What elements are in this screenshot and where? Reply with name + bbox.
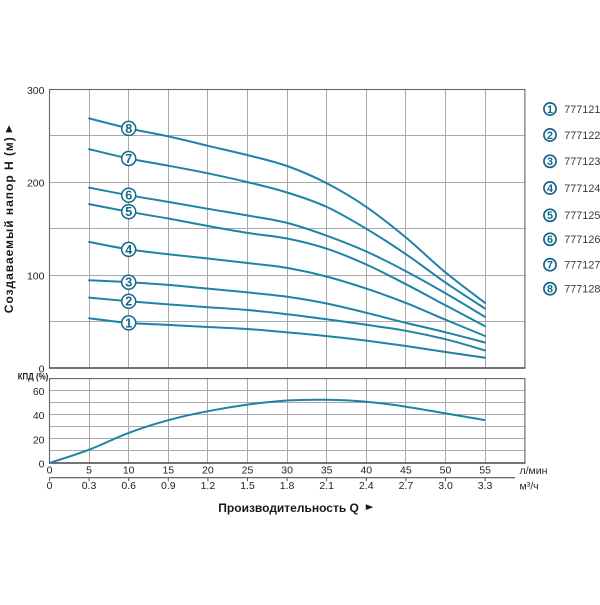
svg-text:6: 6 <box>547 234 553 246</box>
svg-text:100: 100 <box>27 271 45 283</box>
svg-text:777128: 777128 <box>564 284 600 296</box>
svg-text:2.1: 2.1 <box>319 480 334 492</box>
svg-text:8: 8 <box>547 284 553 296</box>
svg-text:0.6: 0.6 <box>121 480 136 492</box>
svg-text:0: 0 <box>47 464 53 476</box>
svg-text:35: 35 <box>321 464 333 476</box>
svg-text:5: 5 <box>86 464 92 476</box>
svg-text:1.8: 1.8 <box>280 480 295 492</box>
svg-text:8: 8 <box>125 122 132 136</box>
svg-text:м³/ч: м³/ч <box>520 481 539 493</box>
svg-text:0: 0 <box>39 363 45 375</box>
svg-text:15: 15 <box>162 464 174 476</box>
svg-text:4: 4 <box>547 183 553 195</box>
svg-text:25: 25 <box>242 464 254 476</box>
svg-text:300: 300 <box>27 85 45 97</box>
svg-text:40: 40 <box>360 464 372 476</box>
svg-text:2.7: 2.7 <box>399 480 414 492</box>
svg-text:Создаваемый напор H (м): Создаваемый напор H (м) <box>2 137 16 313</box>
svg-text:777123: 777123 <box>564 156 600 168</box>
svg-text:0: 0 <box>47 480 53 492</box>
svg-text:45: 45 <box>400 464 412 476</box>
svg-text:1: 1 <box>125 316 132 330</box>
svg-text:1.5: 1.5 <box>240 480 255 492</box>
svg-text:7: 7 <box>547 260 553 272</box>
svg-text:3.3: 3.3 <box>478 480 493 492</box>
svg-text:777122: 777122 <box>564 130 600 142</box>
svg-text:777126: 777126 <box>564 234 600 246</box>
svg-text:200: 200 <box>27 178 45 190</box>
svg-text:0.3: 0.3 <box>82 480 97 492</box>
svg-text:777127: 777127 <box>564 260 600 272</box>
svg-text:5: 5 <box>547 210 553 222</box>
svg-text:3: 3 <box>547 156 553 168</box>
svg-text:777121: 777121 <box>564 104 600 116</box>
svg-text:777125: 777125 <box>564 210 600 222</box>
svg-text:2.4: 2.4 <box>359 480 374 492</box>
svg-text:6: 6 <box>125 189 132 203</box>
svg-text:7: 7 <box>125 152 132 166</box>
svg-text:50: 50 <box>440 464 452 476</box>
svg-text:л/мин: л/мин <box>520 465 548 477</box>
svg-text:55: 55 <box>479 464 491 476</box>
svg-text:1: 1 <box>547 104 553 116</box>
svg-text:Производительность Q: Производительность Q <box>218 501 359 515</box>
svg-text:60: 60 <box>33 386 45 398</box>
svg-text:2: 2 <box>125 295 132 309</box>
svg-text:КПД (%): КПД (%) <box>18 371 49 381</box>
svg-text:20: 20 <box>202 464 214 476</box>
svg-text:3.0: 3.0 <box>438 480 453 492</box>
svg-text:10: 10 <box>123 464 135 476</box>
svg-text:2: 2 <box>547 130 553 142</box>
svg-text:20: 20 <box>33 434 45 446</box>
svg-text:4: 4 <box>125 243 132 257</box>
svg-text:5: 5 <box>125 205 132 219</box>
svg-text:0: 0 <box>39 458 45 470</box>
svg-text:1.2: 1.2 <box>201 480 216 492</box>
svg-text:0.9: 0.9 <box>161 480 176 492</box>
svg-text:30: 30 <box>281 464 293 476</box>
svg-text:40: 40 <box>33 410 45 422</box>
svg-text:777124: 777124 <box>564 183 600 195</box>
svg-text:3: 3 <box>125 276 132 290</box>
